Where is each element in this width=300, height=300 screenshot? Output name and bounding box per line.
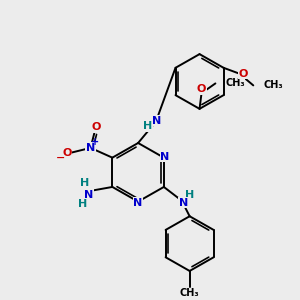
Text: CH₃: CH₃: [225, 78, 245, 88]
Text: O: O: [92, 122, 101, 132]
Text: H: H: [143, 122, 153, 131]
Text: CH₃: CH₃: [180, 288, 200, 298]
Text: N: N: [160, 152, 170, 162]
Text: N: N: [134, 198, 143, 208]
Text: N: N: [152, 116, 162, 125]
Text: H: H: [80, 178, 89, 188]
Text: O: O: [239, 69, 248, 79]
Text: O: O: [197, 84, 206, 94]
Text: O: O: [62, 148, 71, 158]
Text: N: N: [179, 198, 188, 208]
Text: CH₃: CH₃: [263, 80, 283, 90]
Text: −: −: [56, 153, 65, 163]
Text: +: +: [92, 137, 100, 147]
Text: H: H: [185, 190, 194, 200]
Text: N: N: [84, 190, 93, 200]
Text: H: H: [78, 199, 87, 208]
Text: N: N: [86, 143, 95, 153]
